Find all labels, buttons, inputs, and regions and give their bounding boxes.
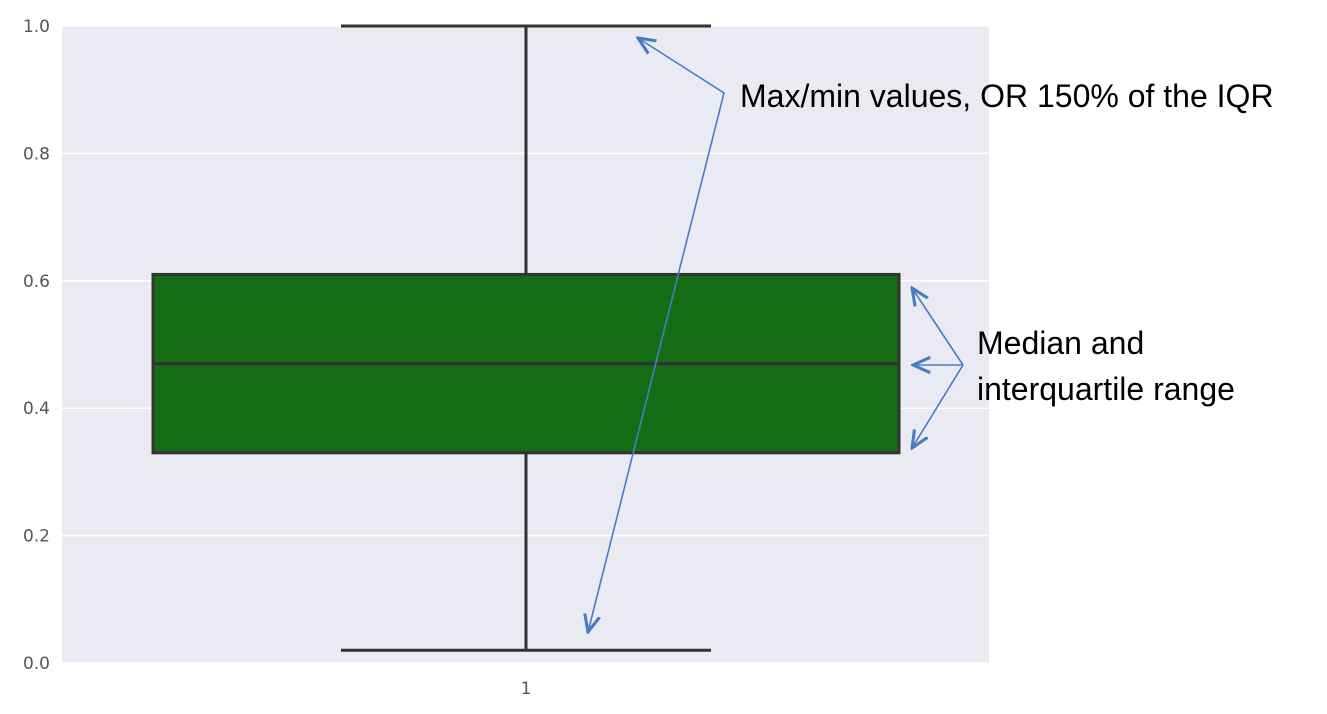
box-annotation-line-2: interquartile range [977,371,1235,407]
y-tick-label-3: 0.6 [23,272,50,292]
y-tick-label-5: 1.0 [23,17,50,37]
whisker-callout-arrows [588,38,725,632]
y-tick-label-4: 0.8 [23,144,50,164]
annotation-box: Median and interquartile range [912,288,1235,448]
x-axis-tick-labels: 1 [521,679,532,699]
box-plot [151,24,901,652]
whisker-annotation-text: Max/min values, OR 150% of the IQR [740,78,1274,114]
y-tick-label-2: 0.4 [23,399,50,419]
x-tick-label-0: 1 [521,679,532,699]
y-axis-tick-labels: 0.0 0.2 0.4 0.6 0.8 1.0 [23,17,50,674]
y-tick-label-1: 0.2 [23,527,50,547]
box-annotation-line-1: Median and [977,325,1144,361]
box-callout-arrow-top [912,288,964,366]
box-callout-arrow-bottom [912,364,964,448]
annotation-whiskers: Max/min values, OR 150% of the IQR [588,38,1274,632]
y-tick-label-0: 0.0 [23,654,50,674]
